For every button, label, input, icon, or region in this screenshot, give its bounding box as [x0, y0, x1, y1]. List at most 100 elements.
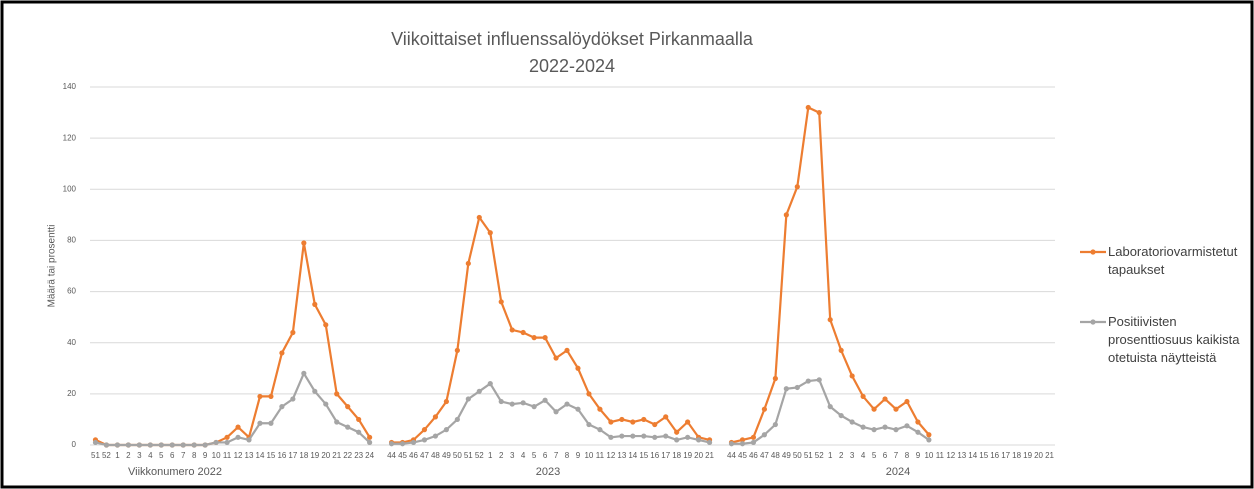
- data-point: [674, 429, 680, 435]
- data-point: [520, 400, 526, 406]
- data-point: [125, 442, 131, 448]
- data-point: [860, 393, 866, 400]
- legend-swatch: [1080, 249, 1106, 255]
- x-tick-label: 15: [266, 451, 275, 460]
- x-tick-label: 8: [905, 451, 910, 460]
- data-point: [783, 386, 789, 392]
- data-point: [794, 384, 800, 391]
- x-tick-label: 10: [924, 451, 933, 460]
- data-point: [268, 420, 274, 426]
- data-point: [553, 409, 559, 415]
- x-tick-label: 6: [170, 451, 175, 460]
- x-tick-label: 8: [192, 451, 197, 460]
- data-point: [816, 109, 822, 116]
- x-tick-label: 12: [946, 451, 955, 460]
- data-point: [432, 433, 439, 439]
- x-tick-label: 5: [532, 451, 537, 460]
- data-point: [410, 439, 417, 446]
- x-tick-label: 18: [299, 451, 308, 460]
- x-tick-label: 48: [431, 451, 440, 460]
- x-tick-label: 17: [1001, 451, 1010, 460]
- data-point: [257, 393, 263, 400]
- data-point: [465, 396, 471, 402]
- data-point: [794, 184, 800, 190]
- x-tick-label: 45: [398, 451, 407, 460]
- data-point: [827, 317, 833, 323]
- data-point: [871, 406, 877, 412]
- x-tick-label: 24: [365, 451, 374, 460]
- x-tick-label: 11: [936, 451, 945, 460]
- data-point: [805, 104, 811, 111]
- data-point: [893, 427, 899, 433]
- chart-subtitle: 2022-2024: [529, 56, 615, 76]
- data-point: [345, 404, 351, 410]
- data-point: [739, 437, 746, 443]
- data-point: [783, 212, 789, 218]
- data-point: [268, 393, 274, 400]
- x-tick-label: 46: [749, 451, 758, 460]
- data-point: [805, 378, 811, 384]
- data-point: [564, 347, 570, 353]
- data-point: [685, 419, 691, 425]
- x-tick-label: 13: [957, 451, 966, 460]
- data-point: [509, 401, 515, 407]
- x-tick-label: 45: [738, 451, 747, 460]
- data-point: [334, 391, 340, 397]
- data-point: [180, 442, 186, 448]
- data-point: [290, 396, 296, 402]
- x-tick-label: 3: [510, 451, 515, 460]
- data-point: [454, 416, 460, 423]
- data-point: [739, 441, 746, 447]
- data-point: [356, 416, 362, 423]
- data-point: [476, 214, 482, 221]
- legend-label: Positiivisten prosenttiosuus kaikista ot…: [1108, 314, 1240, 365]
- x-tick-label: 44: [387, 451, 396, 460]
- data-point: [564, 401, 570, 407]
- data-point: [103, 442, 110, 448]
- data-point: [531, 335, 537, 341]
- x-tick-label: 15: [639, 451, 648, 460]
- x-tick-label: 22: [343, 451, 352, 460]
- data-point: [641, 416, 647, 423]
- data-point: [860, 424, 866, 430]
- data-point: [652, 434, 658, 440]
- data-point: [630, 433, 636, 439]
- x-tick-label: 46: [409, 451, 418, 460]
- data-point: [915, 429, 921, 435]
- series-line: [95, 371, 930, 447]
- x-tick-label: 52: [815, 451, 824, 460]
- x-tick-label: 51: [464, 451, 473, 460]
- data-point: [235, 434, 241, 440]
- x-tick-label: 1: [488, 451, 493, 460]
- data-point: [926, 432, 932, 438]
- x-tick-label: 9: [576, 451, 581, 460]
- data-point: [498, 398, 504, 405]
- x-tick-label: 52: [102, 451, 111, 460]
- data-point: [575, 365, 581, 371]
- data-point: [608, 434, 614, 440]
- legend-swatch: [1080, 319, 1106, 325]
- data-point: [608, 419, 614, 425]
- data-point: [136, 442, 142, 448]
- data-point: [531, 404, 537, 410]
- data-point: [421, 437, 428, 443]
- x-tick-label: 11: [596, 451, 605, 460]
- data-point: [882, 424, 888, 430]
- x-tick-label: 50: [793, 451, 802, 460]
- x-tick-label: 4: [521, 451, 526, 460]
- data-point: [323, 401, 329, 407]
- x-tick-label: 49: [782, 451, 791, 460]
- x-tick-label: 2: [126, 451, 131, 460]
- x-tick-label: 44: [727, 451, 736, 460]
- x-tick-label: 14: [256, 451, 265, 460]
- y-tick-label: 100: [63, 184, 77, 193]
- x-tick-label: 51: [91, 451, 100, 460]
- data-point: [388, 441, 395, 447]
- y-tick-label: 40: [67, 338, 76, 347]
- x-tick-label: 10: [212, 451, 221, 460]
- x-tick-label: 7: [894, 451, 899, 460]
- data-point: [301, 370, 307, 376]
- x-tick-label: 21: [1045, 451, 1054, 460]
- data-point: [674, 437, 680, 443]
